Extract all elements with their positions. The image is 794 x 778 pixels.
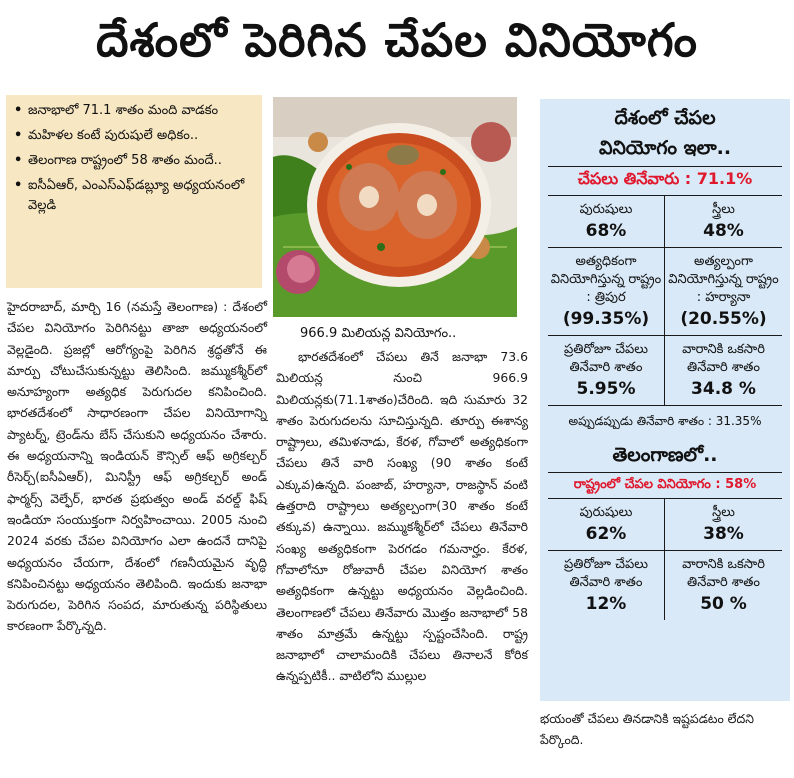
stat-cell: అత్యధికంగా వినియోగిస్తున్న రాష్ట్రం : త్…	[548, 248, 665, 336]
headline: దేశంలో పెరిగిన చేపల వినియోగం	[96, 13, 698, 67]
article-column-2: భారతదేశంలో చేపలు తినే జనాభా 73.6 మిలియన్…	[276, 346, 528, 687]
stat-cell: వారానికి ఒకసారి తినేవారి శాతం 50 %	[682, 557, 765, 614]
divider	[548, 472, 782, 473]
highlight-item: • మహిళల కంటే పురుషులే అధికం..	[14, 126, 254, 146]
stats-sidebar: దేశంలో చేపల వినియోగం ఇలా.. చేపలు తినేవార…	[540, 99, 790, 701]
stat-cell: పురుషులు 62%	[548, 499, 665, 551]
photo-caption: 966.9 మిలియన్ల వినియోగం..	[300, 326, 457, 341]
telangana-title: తెలంగాణలో..	[612, 444, 718, 466]
fish-curry-photo	[273, 97, 517, 317]
stat-cell: ప్రతిరోజూ చేపలు తినేవారి శాతం 12%	[548, 551, 665, 620]
sidebar-highlight: చేపలు తినేవారు : 71.1%	[577, 169, 753, 188]
india-stats-grid: పురుషులు 68% స్త్రీలు 48% అత్యధికంగా వినియ…	[548, 196, 782, 406]
highlight-item: • జనాభాలో 71.1 శాతం మంది వాడకం	[14, 101, 254, 121]
stat-cell: ప్రతిరోజూ చేపలు తినేవారి శాతం 5.95%	[548, 336, 665, 406]
telangana-stats-grid: పురుషులు 62% స్త్రీలు 38% ప్రతిరోజూ చేపలు …	[548, 499, 782, 620]
stat-cell: అత్యల్పంగా వినియోగిస్తున్న రాష్ట్రం : హర…	[665, 248, 782, 336]
highlight-item: • ఐసీఏఆర్, ఎంఎస్‌ఎఫ్‌డబ్ల్యూ అధ్యయనంలో వె…	[14, 176, 254, 216]
article-column-1: హైదరాబాద్, మార్చి 16 (నమస్తే తెలంగాణ) : …	[7, 296, 267, 637]
fish-curry-illustration	[273, 97, 517, 317]
divider	[548, 498, 782, 499]
divider	[548, 166, 782, 167]
stat-cell: పురుషులు 68%	[548, 196, 665, 248]
bullet-icon: •	[14, 128, 23, 143]
divider	[548, 195, 782, 196]
bullet-icon: •	[14, 178, 23, 193]
bullet-icon: •	[14, 153, 23, 168]
stat-cell: స్త్రీలు 38%	[665, 499, 782, 551]
telangana-highlight: రాష్ట్రంలో చేపల వినియోగం : 58%	[573, 477, 757, 492]
occasional-note: అప్పుడప్పుడు తినేవారి శాతం : 31.35%	[568, 414, 762, 428]
article-paragraph: హైదరాబాద్, మార్చి 16 (నమస్తే తెలంగాణ) : …	[7, 299, 267, 634]
closing-text: భయంతో చేపలు తినడానికి ఇష్టపడటం లేదని పేర…	[540, 711, 754, 748]
highlights-box: • జనాభాలో 71.1 శాతం మంది వాడకం • మహిళల కంట…	[6, 95, 262, 288]
stat-cell: వారానికి ఒకసారి తినేవారి శాతం 34.8 %	[665, 336, 782, 406]
bullet-icon: •	[14, 103, 23, 118]
stat-cell: స్త్రీలు 48%	[665, 196, 782, 248]
article-paragraph: భారతదేశంలో చేపలు తినే జనాభా 73.6 మిలియన్…	[276, 349, 528, 684]
highlight-item: • తెలంగాణ రాష్ట్రంలో 58 శాతం మందే..	[14, 151, 254, 171]
sidebar-title: దేశంలో చేపల వినియోగం ఇలా..	[598, 107, 732, 159]
